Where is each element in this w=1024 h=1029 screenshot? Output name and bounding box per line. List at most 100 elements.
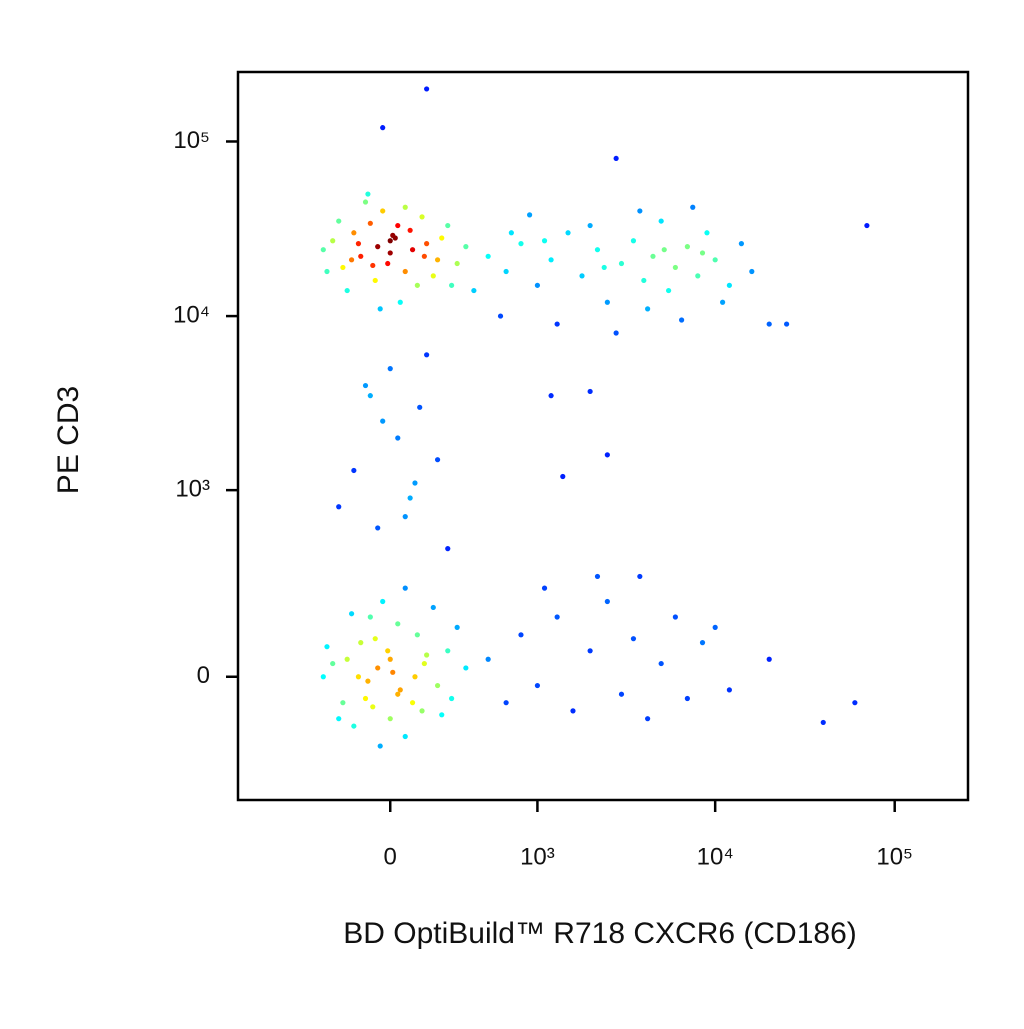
event-dot xyxy=(503,700,509,706)
event-dot xyxy=(784,321,790,327)
event-dot xyxy=(712,257,718,263)
event-dot xyxy=(672,264,678,271)
event-dot xyxy=(351,723,357,729)
event-dot xyxy=(554,321,560,327)
event-dot xyxy=(645,716,651,722)
event-dot xyxy=(690,204,696,210)
event-dot xyxy=(330,660,336,667)
event-dot xyxy=(407,227,413,233)
event-dot xyxy=(424,652,430,658)
event-dot xyxy=(387,238,393,244)
event-dot xyxy=(409,700,416,706)
event-dot xyxy=(419,214,425,220)
event-dot xyxy=(541,585,548,591)
event-dot xyxy=(402,514,408,520)
y-axis-title: PE CD3 xyxy=(52,386,85,494)
event-dot xyxy=(587,222,593,229)
event-dot xyxy=(463,665,469,671)
event-dot xyxy=(414,282,420,288)
event-dot xyxy=(630,636,637,642)
event-dot xyxy=(699,250,706,256)
event-dot xyxy=(637,208,643,214)
event-dot xyxy=(336,716,342,722)
plot-frame xyxy=(236,70,970,802)
event-dot xyxy=(336,504,342,510)
event-dot xyxy=(445,648,451,654)
event-dot xyxy=(645,306,651,312)
event-dot xyxy=(454,260,460,267)
event-dot xyxy=(658,660,664,667)
event-dot xyxy=(387,716,393,722)
event-dot xyxy=(570,708,576,714)
event-dot xyxy=(402,585,408,591)
event-dot xyxy=(340,264,346,271)
event-dot xyxy=(358,253,364,259)
event-dot xyxy=(463,244,469,250)
event-dot xyxy=(587,648,593,654)
event-dot xyxy=(412,674,418,680)
event-dot xyxy=(358,640,364,646)
event-dot xyxy=(650,253,656,259)
event-dot xyxy=(449,695,455,702)
event-dot xyxy=(749,268,755,275)
event-dot xyxy=(419,708,425,714)
event-dot xyxy=(471,287,477,294)
event-dot xyxy=(672,614,678,620)
event-dot xyxy=(355,674,362,680)
event-dot xyxy=(395,435,401,441)
event-dot xyxy=(445,222,451,229)
event-dot xyxy=(430,604,436,611)
event-dot xyxy=(365,678,371,684)
event-dot xyxy=(541,238,548,244)
event-dot xyxy=(351,230,357,236)
event-dot xyxy=(367,220,373,226)
event-dot xyxy=(661,247,667,253)
event-dot xyxy=(503,268,509,275)
x-axis-title: BD OptiBuild™ R718 CXCR6 (CD186) xyxy=(343,917,857,950)
event-dot xyxy=(497,313,504,319)
event-dot xyxy=(340,700,346,706)
event-dot xyxy=(387,656,393,662)
event-dot xyxy=(362,695,369,702)
event-dot xyxy=(370,704,376,710)
event-dot xyxy=(414,632,420,638)
event-dot xyxy=(390,669,396,675)
event-dot xyxy=(424,352,430,358)
event-dot xyxy=(336,218,342,224)
x-tick-label: 10⁵ xyxy=(876,843,913,870)
event-dot xyxy=(430,273,436,279)
y-tick-label: 0 xyxy=(197,662,210,689)
event-dot xyxy=(344,287,350,294)
event-dot xyxy=(613,155,619,162)
event-dot xyxy=(395,691,401,697)
event-dot xyxy=(604,598,610,605)
event-dot xyxy=(548,257,554,263)
y-tick-label: 10³ xyxy=(175,475,210,502)
points xyxy=(320,86,870,749)
event-dot xyxy=(402,268,408,275)
event-dot xyxy=(407,495,413,501)
y-tick-label: 10⁴ xyxy=(173,301,210,328)
event-dot xyxy=(395,621,401,627)
event-dot xyxy=(421,660,427,667)
event-dot xyxy=(355,241,362,247)
event-dot xyxy=(375,525,381,531)
event-dot xyxy=(518,241,524,247)
event-dot xyxy=(434,457,441,463)
event-dot xyxy=(587,388,593,395)
event-dot xyxy=(820,719,826,726)
event-dot xyxy=(560,473,566,480)
event-dot xyxy=(618,691,625,697)
event-dot xyxy=(738,241,745,247)
event-dot xyxy=(348,257,355,263)
event-dot xyxy=(348,611,355,617)
event-dot xyxy=(380,598,386,605)
event-dot xyxy=(372,636,378,642)
event-dot xyxy=(695,273,701,279)
x-tick-label: 0 xyxy=(384,843,397,870)
event-dot xyxy=(658,218,664,224)
event-dot xyxy=(330,238,336,244)
event-dot xyxy=(699,640,706,646)
event-dot xyxy=(392,235,398,241)
